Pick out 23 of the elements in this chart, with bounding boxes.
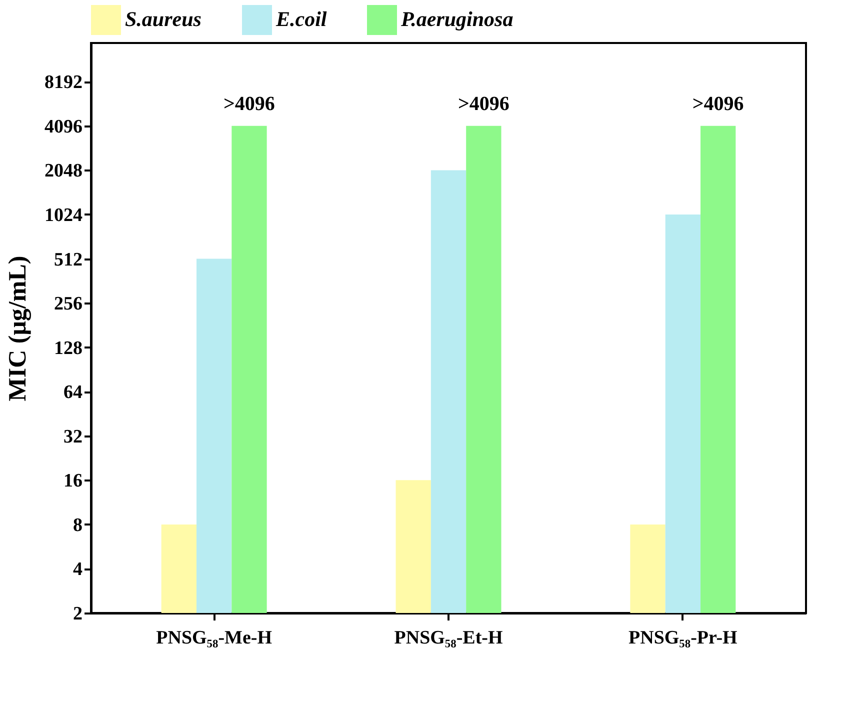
y-tick-label: 1024 <box>44 204 83 226</box>
y-tick-label: 2048 <box>44 160 82 182</box>
legend-label: S.aureus <box>125 7 202 31</box>
x-tick-label: PNSG₅₈-Et-H <box>394 628 503 648</box>
y-tick-label: 16 <box>64 470 82 492</box>
y-tick-label: 8192 <box>44 72 82 94</box>
y-tick-label: 8 <box>73 514 82 536</box>
y-tick-label: 256 <box>54 294 82 315</box>
data-label: >4096 <box>692 92 744 115</box>
y-axis-title: MIC (μg/mL) <box>4 256 32 402</box>
y-tick-label: 128 <box>54 338 82 359</box>
y-tick-label: 4 <box>73 559 83 580</box>
y-tick-label: 64 <box>64 382 83 404</box>
x-tick-label: PNSG₅₈-Pr-H <box>628 628 738 648</box>
x-tick-label: PNSG₅₈-Me-H <box>156 628 272 648</box>
y-tick-label: 32 <box>64 426 82 448</box>
legend-label: E.coil <box>275 7 327 31</box>
data-label: >4096 <box>458 92 510 115</box>
legend-label: P.aeruginosa <box>400 7 514 31</box>
data-label: >4096 <box>224 92 275 115</box>
y-tick-label: 4096 <box>44 116 82 138</box>
y-tick-label: 512 <box>54 249 82 270</box>
y-tick-label: 2 <box>73 604 82 624</box>
